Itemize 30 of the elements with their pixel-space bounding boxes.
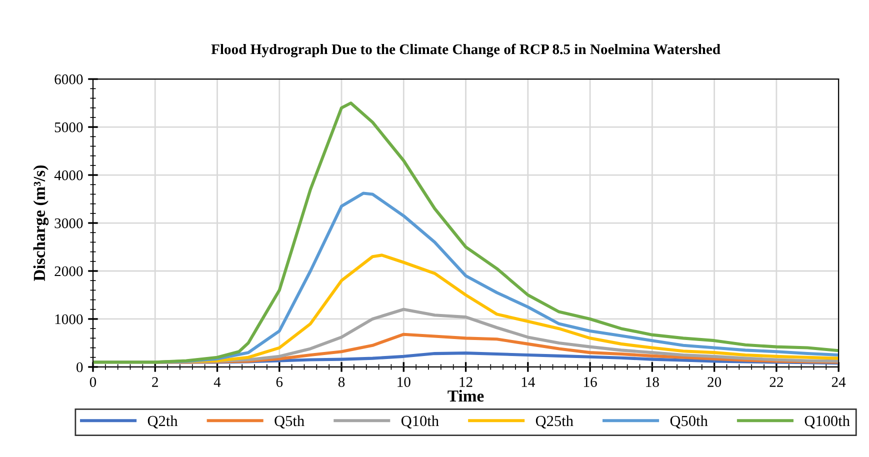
y-tick-label: 1000 xyxy=(55,314,83,324)
x-tick-label: 8 xyxy=(338,377,345,387)
x-tick-label: 14 xyxy=(522,377,535,387)
x-tick-label: 10 xyxy=(398,377,410,387)
x-tick-label: 12 xyxy=(460,377,472,387)
y-tick-label: 0 xyxy=(76,362,83,372)
y-tick-label: 6000 xyxy=(54,74,83,84)
x-tick-label: 4 xyxy=(214,377,221,387)
x-tick-label: 0 xyxy=(90,377,96,387)
x-tick-label: 20 xyxy=(708,377,722,387)
y-tick-label: 2000 xyxy=(54,266,83,276)
legend-label: Q25th xyxy=(536,415,574,428)
legend-label: Q50th xyxy=(670,415,708,428)
legend-label: Q100th xyxy=(804,415,850,428)
line-series xyxy=(92,102,839,364)
y-tick-label: 3000 xyxy=(54,218,83,228)
x-tick-label: 6 xyxy=(276,377,283,387)
legend-label: Q2th xyxy=(148,415,178,428)
legend-label: Q5th xyxy=(274,415,304,428)
x-axis-title: Time xyxy=(448,390,484,402)
x-tick-label: 16 xyxy=(584,377,597,387)
x-tick-label: 24 xyxy=(832,377,846,387)
y-axis-title: Discharge (m³/s) xyxy=(33,165,49,281)
x-tick-label: 22 xyxy=(770,377,783,387)
y-tick-label: 4000 xyxy=(54,170,83,180)
legend-label: Q10th xyxy=(401,415,439,428)
y-tick-label: 5000 xyxy=(54,122,83,132)
x-tick-label: 2 xyxy=(152,377,158,387)
chart-title: Flood Hydrograph Due to the Climate Change of RCP 8.5 in Noelmina Watershed xyxy=(211,44,720,58)
x-tick-label: 18 xyxy=(646,377,659,387)
